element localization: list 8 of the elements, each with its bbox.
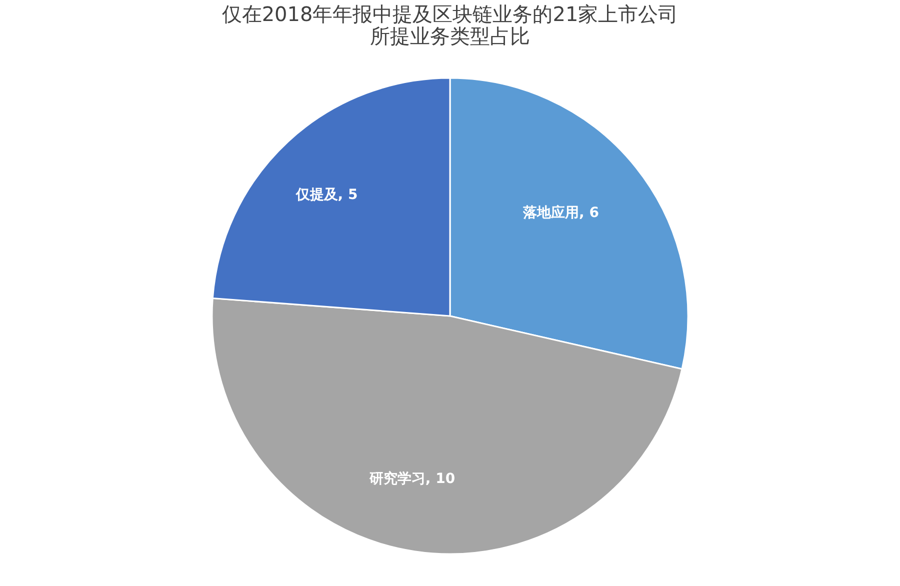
slice-label: 仅提及 [294, 187, 339, 204]
data-label: , 10 [425, 471, 456, 488]
text: 所提业务类型占比 [370, 24, 530, 48]
data-label: , 6 [579, 205, 599, 222]
data-label: , 5 [338, 187, 358, 204]
slice-label: 落地应用 [522, 204, 579, 222]
text: 仅在2018年年报中提及区块链业务的21家上市公司 [222, 2, 678, 26]
slice-label: 研究学习 [368, 470, 426, 488]
